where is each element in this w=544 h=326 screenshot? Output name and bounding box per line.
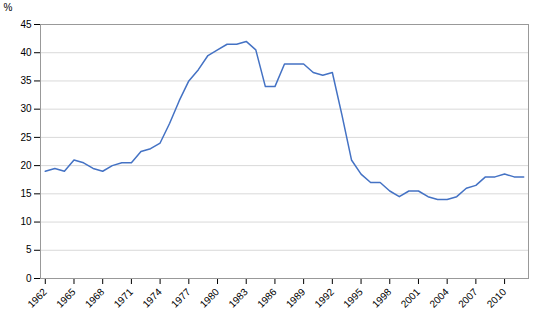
- svg-text:%: %: [4, 2, 13, 13]
- svg-text:1974: 1974: [140, 286, 164, 310]
- svg-text:2010: 2010: [485, 286, 509, 310]
- svg-text:1962: 1962: [25, 286, 49, 310]
- svg-text:0: 0: [26, 273, 32, 284]
- svg-text:35: 35: [20, 75, 32, 86]
- svg-text:40: 40: [20, 47, 32, 58]
- svg-text:1977: 1977: [169, 286, 193, 310]
- svg-text:1971: 1971: [112, 286, 136, 310]
- svg-text:2001: 2001: [399, 286, 423, 310]
- svg-text:1968: 1968: [83, 286, 107, 310]
- svg-text:1965: 1965: [54, 286, 78, 310]
- svg-text:2007: 2007: [456, 286, 480, 310]
- svg-text:1992: 1992: [313, 286, 337, 310]
- svg-text:1986: 1986: [255, 286, 279, 310]
- svg-text:45: 45: [20, 19, 32, 30]
- svg-text:5: 5: [26, 244, 32, 255]
- svg-text:1980: 1980: [198, 286, 222, 310]
- svg-text:25: 25: [20, 132, 32, 143]
- svg-text:10: 10: [20, 216, 32, 227]
- svg-text:1995: 1995: [341, 286, 365, 310]
- svg-text:30: 30: [20, 103, 32, 114]
- svg-text:1998: 1998: [370, 286, 394, 310]
- svg-text:20: 20: [20, 160, 32, 171]
- svg-text:2004: 2004: [427, 286, 451, 310]
- svg-text:15: 15: [20, 188, 32, 199]
- svg-text:1983: 1983: [226, 286, 250, 310]
- svg-text:1989: 1989: [284, 286, 308, 310]
